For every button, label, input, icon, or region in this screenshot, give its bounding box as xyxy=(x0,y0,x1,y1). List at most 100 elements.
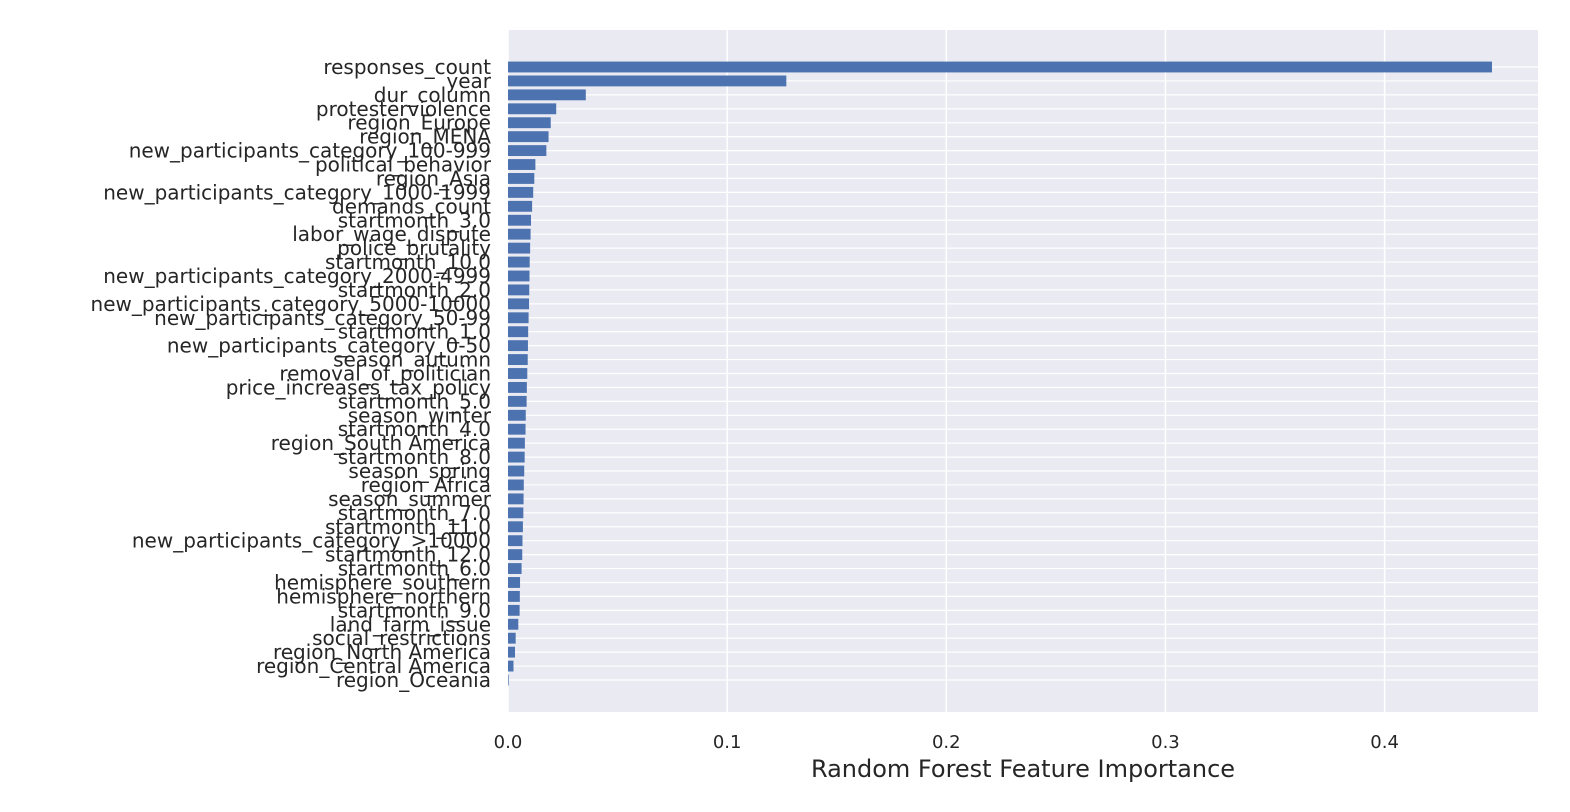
category-label: dur_column xyxy=(374,83,491,107)
bar-startmonth_12.0 xyxy=(508,549,523,561)
category-label: season_autumn xyxy=(333,348,491,372)
category-label: new_participants_category_5000-10000 xyxy=(91,292,491,316)
x-tick-label: 0.0 xyxy=(494,732,523,753)
bar-new_participants_category_50-99 xyxy=(508,312,529,324)
bar-startmonth_3.0 xyxy=(508,214,532,226)
bar-startmonth_2.0 xyxy=(508,284,530,296)
bar-season_summer xyxy=(508,493,524,505)
bar-labor_wage_dispute xyxy=(508,228,531,240)
bar-startmonth_9.0 xyxy=(508,604,520,616)
bar-land_farm_issue xyxy=(508,618,519,630)
category-label: land_farm_issue xyxy=(330,612,491,636)
category-label: startmonth_11.0 xyxy=(325,515,491,539)
category-label: new_participants_category_100-999 xyxy=(129,139,491,163)
bar-startmonth_5.0 xyxy=(508,395,527,407)
category-label: price_increases_tax_policy xyxy=(226,375,491,399)
bar-region_South America xyxy=(508,437,525,449)
bar-startmonth_7.0 xyxy=(508,507,524,519)
bar-region_Europe xyxy=(508,117,551,129)
bar-startmonth_8.0 xyxy=(508,451,525,463)
bar-season_spring xyxy=(508,465,525,477)
bar-season_autumn xyxy=(508,354,528,366)
bar-startmonth_1.0 xyxy=(508,326,529,338)
category-label: political_behavior xyxy=(315,153,492,177)
category-label: police_brutality xyxy=(337,236,491,260)
bar-hemisphere_northern xyxy=(508,590,520,602)
category-label: region_Central America xyxy=(256,654,491,678)
bars xyxy=(508,61,1492,686)
category-label: protesterviolence xyxy=(316,97,491,121)
bar-startmonth_11.0 xyxy=(508,521,523,533)
bar-political_behavior xyxy=(508,159,536,170)
category-label: startmonth_8.0 xyxy=(338,445,491,469)
bar-startmonth_6.0 xyxy=(508,563,522,574)
category-label: new_participants_category_2000-4999 xyxy=(103,264,491,288)
category-label: season_winter xyxy=(348,403,492,427)
category-label: region_Europe xyxy=(347,111,491,135)
category-label: startmonth_5.0 xyxy=(338,389,491,413)
category-label: startmonth_6.0 xyxy=(338,557,491,581)
category-label: removal_of_politician xyxy=(279,362,491,386)
bar-new_participants_category_>10000 xyxy=(508,535,523,547)
bar-region_Oceania xyxy=(508,674,509,686)
bar-new_participants_category_2000-4999 xyxy=(508,270,530,282)
bar-region_North America xyxy=(508,646,516,658)
category-label: startmonth_1.0 xyxy=(338,320,491,344)
category-label: new_participants_category_>10000 xyxy=(132,529,491,553)
plot-background xyxy=(508,30,1538,712)
bar-responses_count xyxy=(508,61,1492,73)
x-tick-label: 0.4 xyxy=(1370,732,1399,753)
category-label: new_participants_category_50-99 xyxy=(154,306,491,330)
category-label: startmonth_3.0 xyxy=(338,208,491,232)
category-label: startmonth_12.0 xyxy=(325,543,491,567)
category-label: responses_count xyxy=(323,55,491,79)
category-label: region_Asia xyxy=(376,166,491,190)
bar-region_Asia xyxy=(508,173,535,184)
bar-new_participants_category_1000-1999 xyxy=(508,186,534,198)
bar-demands_count xyxy=(508,200,533,212)
category-label: region_South America xyxy=(271,431,491,455)
bar-new_participants_category_100-999 xyxy=(508,145,547,157)
category-label: year xyxy=(446,69,491,93)
category-label: new_participants_category_0-50 xyxy=(167,334,491,358)
category-label: season_spring xyxy=(348,459,491,483)
category-label: region_North America xyxy=(273,640,491,664)
bar-police_brutality xyxy=(508,242,531,254)
bar-startmonth_4.0 xyxy=(508,423,526,435)
x-tick-labels: 0.0 0.1 0.2 0.3 0.4 xyxy=(494,732,1399,753)
bar-region_MENA xyxy=(508,131,549,143)
bar-removal_of_politician xyxy=(508,368,528,379)
bar-new_participants_category_5000-10000 xyxy=(508,298,530,310)
bar-region_Africa xyxy=(508,479,524,491)
x-tick-label: 0.2 xyxy=(932,732,961,753)
category-label: startmonth_10.0 xyxy=(325,250,491,274)
gridlines xyxy=(507,30,1538,712)
bar-hemisphere_southern xyxy=(508,577,521,588)
category-label: hemisphere_southern xyxy=(274,570,491,594)
bar-protesterviolence xyxy=(508,103,557,115)
bar-price_increases_tax_policy xyxy=(508,381,527,393)
bar-season_winter xyxy=(508,409,526,421)
category-label: labor_wage_dispute xyxy=(292,222,491,246)
bar-new_participants_category_0-50 xyxy=(508,340,528,352)
category-labels: responses_countyeardur_columnprotestervi… xyxy=(91,55,492,692)
category-label: demands_count xyxy=(332,194,491,218)
bar-year xyxy=(508,75,787,87)
x-tick-label: 0.1 xyxy=(713,732,742,753)
bar-social_restrictions xyxy=(508,632,516,644)
bar-region_Central America xyxy=(508,660,514,672)
bar-dur_column xyxy=(508,89,586,101)
bar-startmonth_10.0 xyxy=(508,256,530,268)
category-label: startmonth_2.0 xyxy=(338,278,491,302)
category-label: startmonth_4.0 xyxy=(338,417,491,441)
category-label: season_summer xyxy=(328,487,492,511)
category-label: startmonth_9.0 xyxy=(338,598,491,622)
category-label: social_restrictions xyxy=(312,626,491,650)
category-label: hemisphere_northern xyxy=(276,584,491,608)
category-label: startmonth_7.0 xyxy=(338,501,491,525)
category-label: region_Oceania xyxy=(336,668,491,692)
x-tick-label: 0.3 xyxy=(1151,732,1180,753)
x-axis-title: Random Forest Feature Importance xyxy=(811,755,1235,783)
category-label: region_Africa xyxy=(361,473,491,497)
category-label: new_participants_category_1000-1999 xyxy=(103,180,491,204)
